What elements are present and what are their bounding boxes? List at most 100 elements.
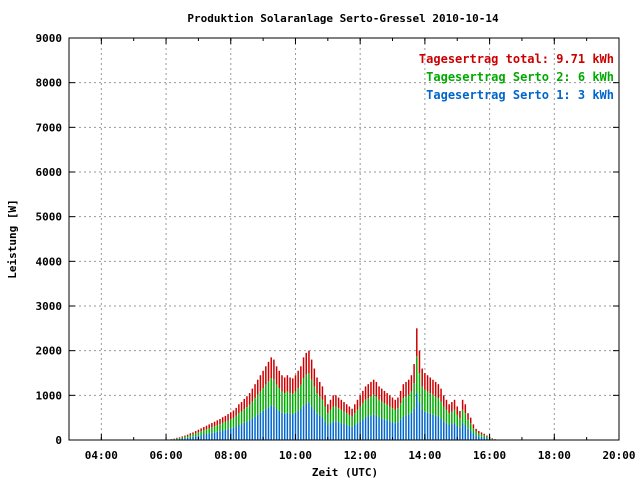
total-bar [273,359,275,380]
serto1-bar [235,426,237,440]
total-bar [424,373,426,390]
serto1-bar [343,424,345,440]
serto2-bar [310,379,313,407]
serto1-bar [310,406,313,440]
serto2-bar [313,386,316,410]
serto2-bar [200,431,202,436]
total-bar [362,390,364,404]
serto1-bar [448,424,450,440]
serto2-bar [432,394,434,415]
serto2-bar [267,381,270,408]
tick-marks [68,37,620,441]
serto2-bar [464,413,467,425]
total-bar [443,395,445,407]
total-bar [348,406,351,415]
legend: Tagesertrag total: 9.71 kWh Tagesertrag S… [419,52,614,102]
x-tick-label: 06:00 [149,449,182,462]
total-bar [461,399,464,410]
serto2-bar [410,391,413,413]
total-bar [335,395,337,407]
serto1-bar [480,436,483,440]
total-bar [475,428,477,432]
serto2-bar [351,416,353,427]
total-bar [469,417,472,424]
serto2-bar [391,408,394,423]
serto2-bar [443,406,445,422]
total-bar [265,366,267,385]
serto2-bar [275,384,278,410]
serto2-bar [426,391,429,413]
serto1-bar [324,421,326,440]
x-tick-label: 18:00 [538,449,571,462]
total-bar [399,390,402,404]
serto1-bar [286,412,289,440]
total-bar [302,357,305,379]
serto1-bar [453,423,456,440]
serto2-bar [418,373,421,403]
serto1-bar [397,422,399,440]
serto2-bar [381,401,383,419]
total-bar [381,388,383,402]
total-bar [289,377,291,394]
serto1-bar [200,435,202,440]
serto2-bar [251,401,254,419]
total-bar [186,434,189,436]
serto2-bar [294,391,297,413]
serto1-bar [213,432,216,440]
legend-entry: Tagesertrag Serto 1: 3 kWh [426,88,614,102]
serto2-bar [429,393,432,414]
total-bar [448,404,450,414]
serto1-bar [184,438,186,440]
serto2-bar [389,406,391,422]
plot-frame [68,37,620,441]
serto1-bar [224,429,227,440]
serto1-bar [483,437,485,440]
total-bar [337,397,340,409]
total-bar [467,413,469,420]
serto1-bar [262,410,264,440]
serto2-bar [348,414,351,426]
total-bar [211,423,213,428]
serto2-bar [483,435,485,438]
serto1-bar [378,417,380,440]
total-bar [391,397,394,409]
x-tick-labels: 04:00 06:00 08:00 10:00 12:00 14:00 16:00 18:00… [85,449,636,462]
serto2-bar [216,425,219,432]
serto2-bar [286,391,289,413]
serto1-bar [434,415,437,440]
serto1-bar [219,431,221,440]
bars [170,328,499,440]
serto1-bar [367,416,370,440]
serto1-bar [432,414,434,440]
serto1-bar [251,418,254,440]
total-bar [483,433,485,436]
y-tick-label: 9000 [36,32,63,45]
total-bar [297,370,299,389]
serto2-bar [445,409,448,424]
total-bar [230,412,232,420]
total-bar [300,366,302,385]
serto1-bar [281,412,283,440]
serto2-bar [232,417,235,428]
serto1-bar [208,433,210,440]
serto2-bar [240,411,243,425]
total-bar [426,375,429,392]
total-bar [259,375,262,392]
serto1-bar [421,409,423,440]
serto1-bar [283,413,286,440]
total-bar [418,350,421,373]
serto1-bar [372,414,375,440]
serto2-bar [230,419,232,429]
total-bar [356,399,359,410]
y-axis-label: Leistung [W] [6,199,19,278]
serto1-bar [329,423,332,440]
serto1-bar [359,421,361,440]
serto2-bar [227,420,229,430]
total-bar [292,378,294,394]
total-bar [235,407,237,416]
serto1-bar [451,424,453,440]
total-bar [370,381,372,397]
serto2-bar [480,434,483,437]
total-bar [359,395,361,407]
